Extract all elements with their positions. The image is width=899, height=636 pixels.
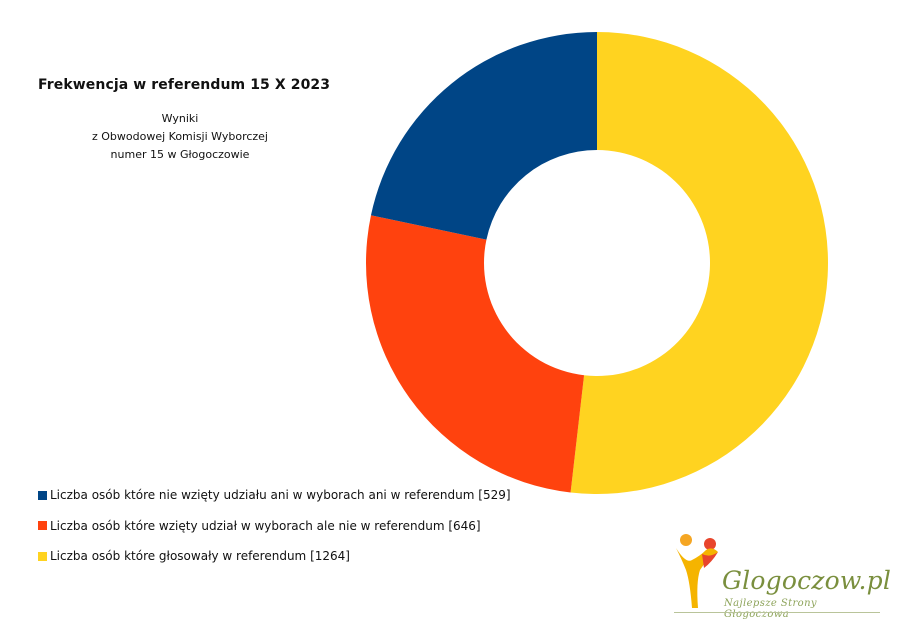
donut-slice [366, 215, 585, 493]
donut-slice [570, 32, 828, 494]
subtitle-line: z Obwodowej Komisji Wyborczej [91, 130, 268, 143]
donut-slice [370, 31, 597, 240]
legend-label: Liczba osób które nie wzięty udziału ani… [50, 488, 511, 502]
logo-tagline: Najlepsze Strony Głogoczowa [724, 598, 817, 620]
legend-swatch [38, 551, 47, 561]
legend-item: Liczba osób które nie wzięty udziału ani… [38, 487, 511, 503]
legend-item: Liczba osób które głosowały w referendum… [38, 548, 511, 564]
site-logo: Glogoczow.pl Najlepsze Strony Głogoczowa [672, 530, 891, 620]
legend-swatch [38, 490, 47, 500]
chart-subtitle: Wyniki z Obwodowej Komisji Wyborczej num… [60, 110, 300, 164]
chart-title: Frekwencja w referendum 15 X 2023 [38, 77, 331, 93]
legend-label: Liczba osób które głosowały w referendum… [50, 549, 350, 563]
people-logo-icon [676, 534, 718, 608]
subtitle-line: Wyniki [161, 112, 199, 125]
logo-text: Glogoczow.pl [722, 566, 892, 595]
legend-label: Liczba osób które wzięty udział w wybora… [50, 518, 481, 533]
legend: Liczba osób które nie wzięty udziału ani… [38, 487, 511, 579]
legend-swatch [38, 521, 47, 530]
subtitle-line: numer 15 w Głogoczowie [110, 148, 250, 161]
legend-item: Liczba osób które wzięty udział w wybora… [38, 518, 511, 534]
logo-divider [674, 612, 880, 613]
